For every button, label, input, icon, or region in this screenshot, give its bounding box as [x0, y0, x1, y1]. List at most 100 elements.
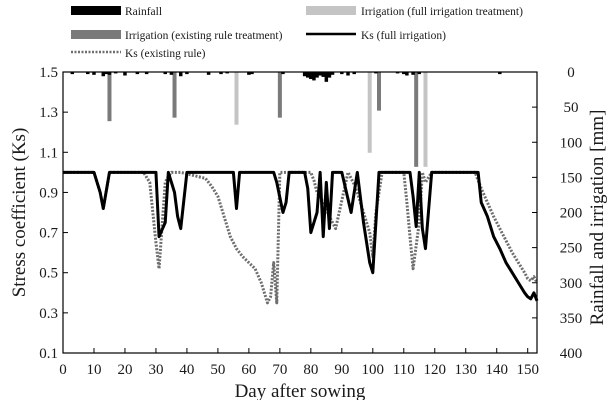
irrigation-existing-bar: [277, 72, 282, 118]
rainfall-bar: [92, 72, 96, 75]
legend-swatch-irrigation-existing: [71, 30, 121, 39]
legend-label-irrigation-existing: Irrigation (existing rule treatment): [125, 30, 283, 42]
y-left-tick-label: 0.9: [39, 185, 58, 201]
rainfall-bar: [312, 72, 316, 81]
irrigation-existing-bar: [107, 72, 112, 122]
legend-label-irrigation-full: Irrigation (full irrigation treatment): [361, 6, 523, 18]
legend-label-ks-full: Ks (full irrigation): [361, 30, 446, 42]
series-line-ks-existing: [63, 170, 539, 305]
y-axis-left-title: Stress coefficient (Ks): [9, 128, 30, 298]
x-tick-label: 90: [334, 362, 349, 378]
rainfall-bar: [107, 72, 112, 75]
irrigation-full-bar: [423, 72, 428, 167]
rainfall-bar: [101, 72, 106, 77]
rainfall-bar: [327, 72, 332, 78]
y-left-tick-label: 1.3: [39, 105, 58, 121]
x-tick-label: 100: [362, 362, 385, 378]
y-axis-right-title: Rainfall and irrigation [mm]: [587, 110, 608, 326]
x-tick-label: 10: [86, 362, 101, 378]
rainfall-bar: [113, 72, 118, 74]
rainfall-bar: [374, 72, 378, 74]
legend: Rainfall Irrigation (full irrigation trea…: [71, 6, 523, 60]
x-tick-label: 70: [272, 362, 287, 378]
y-left-tick-label: 1.1: [39, 145, 58, 161]
rainfall-bar: [185, 72, 189, 75]
rainfall-bar: [178, 72, 183, 77]
rainfall-bar: [402, 72, 406, 75]
rainfall-bar: [225, 72, 229, 74]
x-tick-label: 80: [303, 362, 318, 378]
rainfall-bar: [315, 72, 319, 78]
x-tick-label: 0: [59, 362, 67, 378]
y-right-tick-label: 50: [564, 100, 579, 116]
rainfall-bar: [309, 72, 313, 80]
y-right-tick-label: 300: [560, 276, 583, 292]
x-tick-label: 50: [210, 362, 225, 378]
rainfall-bar: [135, 72, 140, 75]
irrigation-existing-bar: [377, 72, 381, 111]
rainfall-bar: [144, 72, 149, 75]
irrigation-full-bar: [234, 72, 239, 125]
irrigation-existing-bar: [172, 72, 177, 118]
rainfall-bar: [352, 72, 356, 75]
lines-layer: [63, 170, 539, 305]
rainfall-bar: [219, 72, 223, 75]
rainfall-bar: [405, 72, 409, 76]
rainfall-bar: [411, 72, 415, 75]
y-right-tick-label: 250: [560, 241, 583, 257]
y-left-tick-label: 0.5: [39, 266, 58, 282]
legend-label-rainfall: Rainfall: [125, 6, 162, 18]
rainfall-bar: [324, 72, 329, 82]
y-right-tick-label: 200: [560, 206, 583, 222]
y-right-tick-label: 150: [560, 170, 583, 186]
x-tick-label: 150: [516, 362, 539, 378]
x-axis-title: Day after sowing: [235, 381, 366, 400]
rainfall-bar: [321, 72, 325, 77]
x-tick-label: 30: [148, 362, 163, 378]
x-tick-label: 120: [424, 362, 447, 378]
y-right-tick-label: 100: [560, 135, 583, 151]
x-tick-label: 40: [179, 362, 194, 378]
rainfall-bar: [302, 72, 307, 77]
x-tick-label: 140: [485, 362, 508, 378]
bars-layer: [70, 72, 502, 167]
x-tick-label: 60: [241, 362, 256, 378]
rainfall-bar: [330, 72, 335, 75]
y-left-tick-label: 0.3: [39, 306, 58, 322]
rainfall-bar: [247, 72, 251, 75]
rainfall-bar: [86, 72, 90, 75]
legend-swatch-rainfall: [71, 6, 121, 15]
x-tick-label: 130: [454, 362, 477, 378]
y-left-tick-label: 0.1: [39, 346, 58, 362]
rainfall-bar: [395, 72, 400, 74]
legend-label-ks-existing: Ks (existing rule): [125, 48, 206, 60]
rainfall-bar: [417, 72, 422, 75]
irrigation-existing-bar: [414, 72, 419, 167]
rainfall-bar: [169, 72, 174, 75]
rainfall-bar: [346, 72, 350, 76]
y-right-tick-label: 400: [560, 346, 583, 362]
x-tick-label: 20: [117, 362, 132, 378]
y-left-tick-label: 0.7: [39, 226, 58, 242]
legend-swatch-irrigation-full: [306, 6, 356, 15]
rainfall-bar: [163, 72, 167, 75]
irrigation-full-bar: [367, 72, 372, 153]
rainfall-bar: [104, 72, 109, 75]
rainfall-bar: [306, 72, 310, 78]
rainfall-bar: [340, 72, 344, 75]
rainfall-bar: [498, 72, 502, 75]
y-right-tick-label: 0: [567, 65, 575, 81]
rainfall-bar: [250, 72, 254, 75]
x-tick-label: 110: [393, 362, 415, 378]
rainfall-bar: [206, 72, 211, 75]
rainfall-bar: [281, 72, 285, 75]
y-left-tick-label: 1.5: [39, 65, 58, 81]
plot-frame: [62, 71, 538, 354]
axes-layer: 0 10 20 30 40 50 60 70 80 90 100 110 120 130 140 150 1.5…: [39, 65, 582, 378]
y-right-tick-label: 350: [560, 311, 583, 327]
rainfall-bar: [123, 72, 127, 76]
series-line-ks-full: [63, 170, 539, 302]
rainfall-bar: [70, 72, 75, 75]
rainfall-bar: [318, 72, 322, 76]
